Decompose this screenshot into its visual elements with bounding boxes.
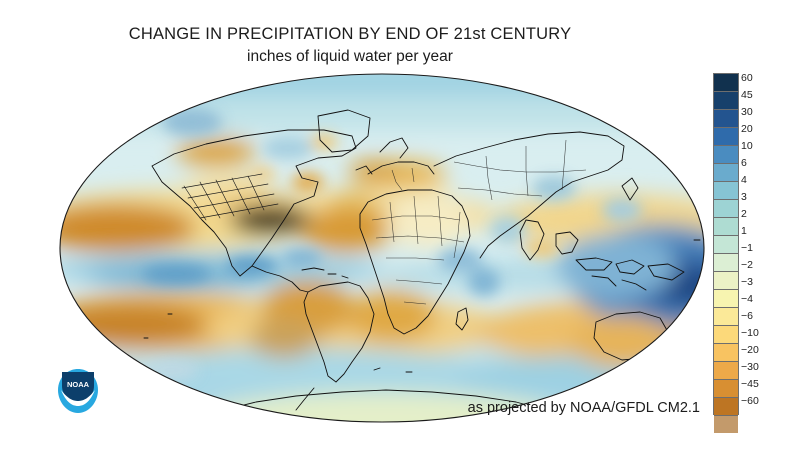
colorbar-band-6 <box>714 182 738 200</box>
colorbar-tick-1: 45 <box>741 89 753 101</box>
colorbar-band-19 <box>714 416 738 433</box>
colorbar-band-7 <box>714 200 738 218</box>
noaa-logo-text: NOAA <box>67 380 90 389</box>
map-field <box>60 74 704 422</box>
colorbar-tick-17: −30 <box>741 361 759 373</box>
mollweide-projection-svg <box>59 73 705 423</box>
colorbar-band-5 <box>714 164 738 182</box>
colorbar-band-8 <box>714 218 738 236</box>
colorbar <box>713 73 739 433</box>
colorbar-tick-13: −4 <box>741 293 753 305</box>
colorbar-tick-0: 60 <box>741 72 753 84</box>
noaa-logo-shield <box>62 372 94 401</box>
colorbar-tick-16: −20 <box>741 344 759 356</box>
colorbar-band-3 <box>714 128 738 146</box>
colorbar-tick-2: 30 <box>741 106 753 118</box>
colorbar-band-18 <box>714 398 738 416</box>
colorbar-tick-4: 10 <box>741 140 753 152</box>
colorbar-band-14 <box>714 326 738 344</box>
colorbar-band-2 <box>714 110 738 128</box>
colorbar-band-1 <box>714 92 738 110</box>
colorbar-tick-15: −10 <box>741 327 759 339</box>
colorbar-band-11 <box>714 272 738 290</box>
world-map <box>56 70 708 432</box>
page-subtitle: inches of liquid water per year <box>247 47 453 65</box>
colorbar-band-15 <box>714 344 738 362</box>
colorbar-tick-9: 1 <box>741 225 747 237</box>
page-title: CHANGE IN PRECIPITATION BY END OF 21st C… <box>128 25 572 43</box>
colorbar-band-4 <box>714 146 738 164</box>
colorbar-band-16 <box>714 362 738 380</box>
colorbar-tick-labels: 60 45 30 20 10 6 4 3 2 1 −1 −2 −3 −4 −6 −10 −20 −30 −45 −60 <box>741 66 791 420</box>
colorbar-tick-8: 2 <box>741 208 747 220</box>
title-block: CHANGE IN PRECIPITATION BY END OF 21st C… <box>0 24 700 67</box>
attribution-text: as projected by NOAA/GFDL CM2.1 <box>467 400 700 416</box>
colorbar-tick-10: −1 <box>741 242 753 254</box>
colorbar-tick-18: −45 <box>741 378 759 390</box>
noaa-logo: NOAA <box>58 369 98 413</box>
country-border-layer <box>371 139 587 305</box>
colorbar-band-13 <box>714 308 738 326</box>
colorbar-tick-3: 20 <box>741 123 753 135</box>
colorbar-tick-11: −2 <box>741 259 753 271</box>
noaa-logo-bird <box>61 390 95 406</box>
colorbar-tick-7: 3 <box>741 191 747 203</box>
colorbar-tick-5: 6 <box>741 157 747 169</box>
colorbar-band-10 <box>714 254 738 272</box>
colorbar-band-0 <box>714 74 738 92</box>
colorbar-tick-6: 4 <box>741 174 747 186</box>
colorbar-band-12 <box>714 290 738 308</box>
colorbar-band-9 <box>714 236 738 254</box>
colorbar-tick-19: −60 <box>741 395 759 407</box>
globe-outline <box>59 73 705 423</box>
colorbar-band-17 <box>714 380 738 398</box>
colorbar-tick-14: −6 <box>741 310 753 322</box>
colorbar-tick-12: −3 <box>741 276 753 288</box>
